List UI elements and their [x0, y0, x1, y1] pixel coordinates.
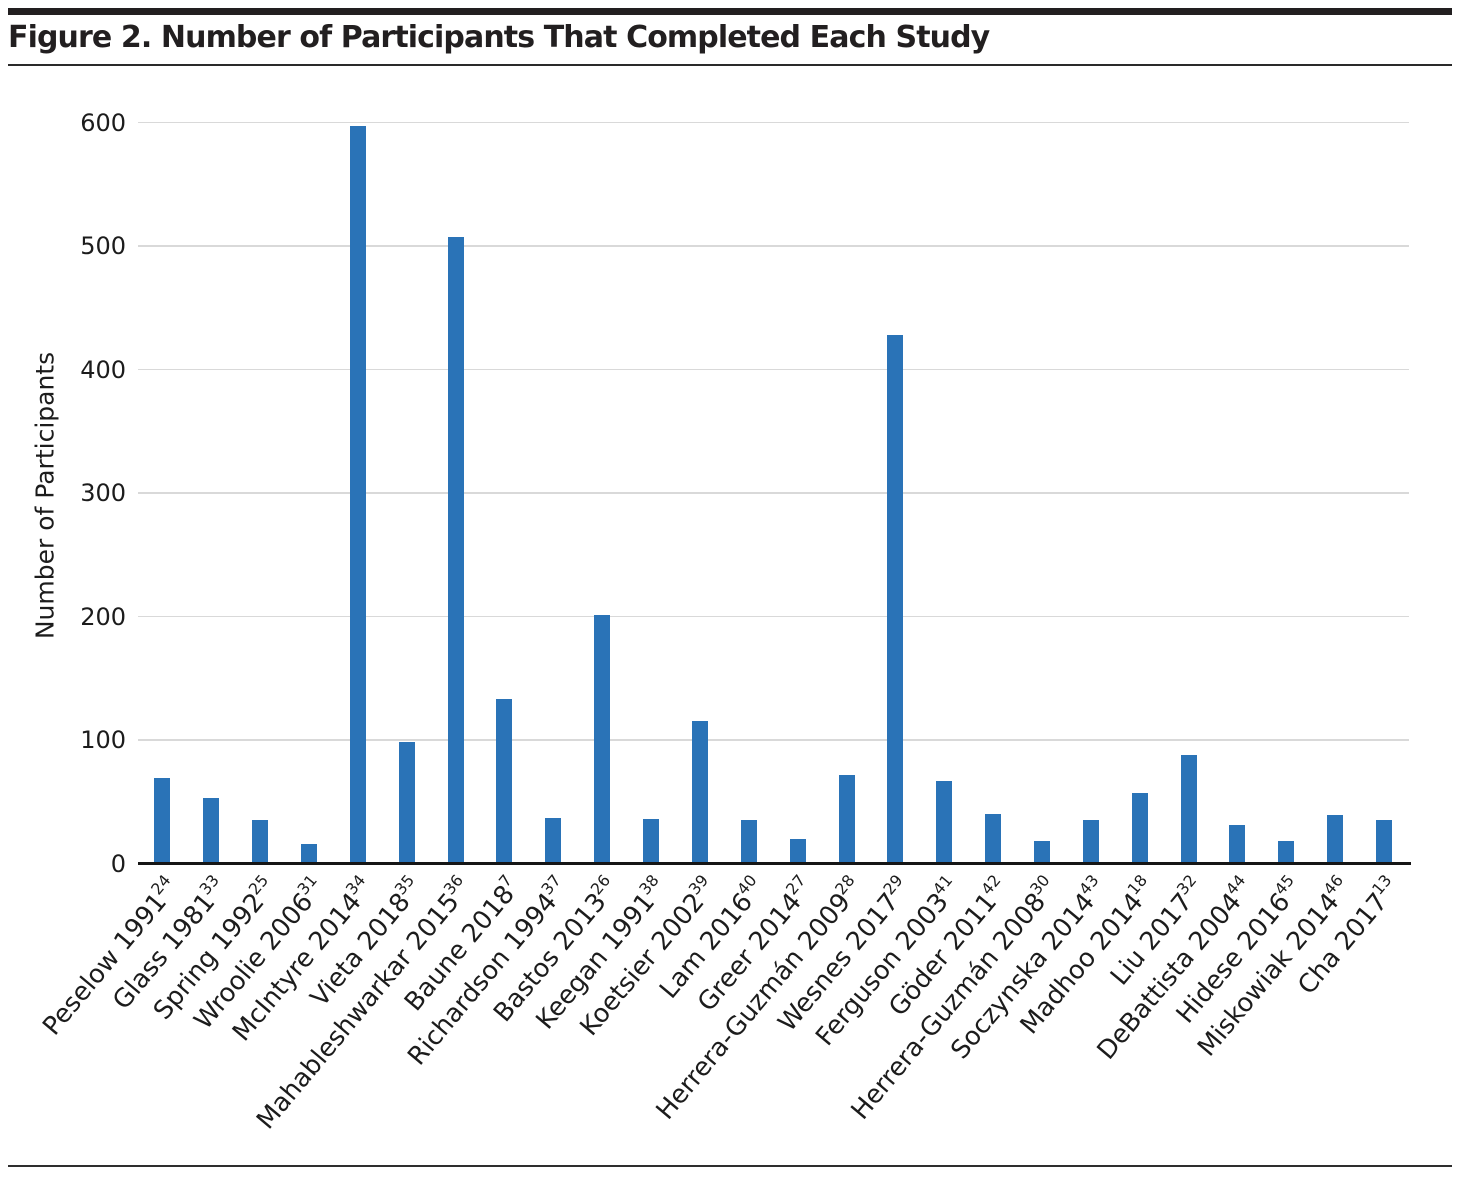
citation-superscript: 43: [1074, 870, 1103, 898]
bottom-rule: [8, 1164, 1452, 1167]
citation-superscript: 42: [977, 870, 1005, 898]
y-tick-label-0: 0: [110, 849, 126, 878]
citation-superscript: 38: [635, 870, 663, 898]
bar-Göder 2011: [985, 814, 1002, 864]
citation-superscript: 35: [390, 870, 419, 898]
y-tick-label-200: 200: [80, 602, 126, 631]
citation-superscript: 44: [1221, 870, 1249, 898]
citation-superscript: 31: [292, 870, 321, 898]
bar-Koetsier 2002: [691, 721, 708, 864]
citation-superscript: 33: [195, 870, 223, 898]
y-tick-label-300: 300: [80, 479, 126, 507]
y-tick-label-100: 100: [80, 726, 126, 754]
citation-superscript: 7: [494, 870, 516, 890]
citation-superscript: 34: [341, 870, 370, 898]
citation-superscript: 29: [879, 870, 907, 898]
bar-Cha 2017: [1376, 820, 1393, 864]
bar-Peselow 1991: [154, 778, 171, 864]
y-tick-label-600: 600: [80, 108, 126, 137]
citation-superscript: 46: [1319, 870, 1347, 898]
citation-superscript: 18: [1123, 870, 1152, 898]
bar-DeBattista 2004: [1229, 825, 1246, 864]
bar-Wesnes 2017: [887, 334, 904, 864]
bar-Soczynska 2014: [1082, 820, 1099, 864]
citation-superscript: 39: [683, 870, 712, 898]
citation-superscript: 28: [830, 870, 858, 898]
bar-Mahableshwarkar 2015: [447, 237, 464, 864]
bar-Madhoo 2014: [1131, 793, 1148, 864]
bar-Vieta 2018: [398, 742, 415, 864]
gridline-600: [138, 121, 1409, 124]
citation-superscript: 27: [781, 870, 810, 898]
bar-Hidese 2016: [1278, 841, 1295, 864]
bar-Bastos 2013: [594, 615, 611, 864]
bar-Lam 2016: [740, 820, 757, 864]
citation-superscript: 45: [1270, 870, 1298, 898]
citation-superscript: 13: [1368, 870, 1396, 898]
citation-superscript: 24: [146, 870, 174, 898]
citation-superscript: 25: [244, 870, 272, 898]
figure-title: Figure 2. Number of Participants That Co…: [8, 20, 990, 55]
title-rule: [8, 63, 1452, 66]
citation-superscript: 41: [928, 870, 956, 898]
y-axis-title: Number of Participants: [30, 351, 60, 640]
citation-superscript: 36: [439, 870, 468, 898]
bar-Spring 1992: [252, 820, 269, 864]
bar-Liu 2017: [1180, 754, 1197, 864]
citation-superscript: 32: [1172, 870, 1201, 898]
bar-Ferguson 2003: [936, 780, 953, 864]
bar-Wroolie 2006: [301, 843, 318, 864]
y-tick-label-400: 400: [80, 355, 126, 384]
bar-Richardson 1994: [545, 817, 562, 864]
bar-Greer 2014: [789, 838, 806, 864]
gridline-100: [138, 739, 1409, 741]
bar-Herrera-Guzmán 2009: [838, 774, 855, 864]
gridline-300: [138, 492, 1409, 494]
bar-Keegan 1991: [643, 819, 660, 864]
top-rule: [8, 7, 1452, 15]
x-axis-line: [138, 862, 1411, 865]
bar-Glass 1981: [203, 798, 220, 864]
gridline-500: [138, 245, 1409, 247]
bar-McIntyre 2014: [349, 126, 366, 864]
citation-superscript: 40: [732, 870, 761, 898]
y-tick-label-500: 500: [80, 232, 126, 260]
gridline-200: [138, 615, 1409, 618]
bar-Herrera-Guzmán 2008: [1034, 841, 1050, 864]
bar-Baune 2018: [496, 699, 513, 864]
bar-Miskowiak 2014: [1327, 815, 1344, 864]
citation-superscript: 37: [537, 870, 565, 898]
citation-superscript: 26: [586, 870, 614, 898]
citation-superscript: 30: [1025, 870, 1054, 898]
gridline-400: [138, 368, 1409, 371]
